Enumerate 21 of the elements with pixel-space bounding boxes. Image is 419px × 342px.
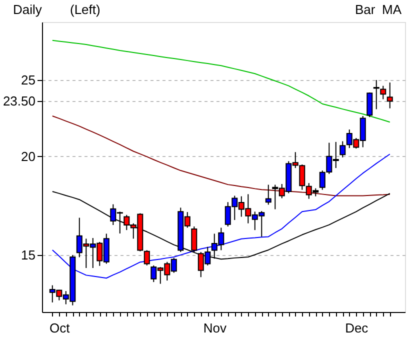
line-series xyxy=(52,40,390,123)
text: MA xyxy=(382,2,402,17)
candlestick xyxy=(144,250,150,266)
y-tick-label: 20 xyxy=(21,148,36,164)
y-tick-label: 23.50 xyxy=(2,94,36,109)
x-tick-label: Oct xyxy=(50,320,70,336)
line-series xyxy=(52,115,390,196)
candlestick xyxy=(340,140,346,158)
text: (Left) xyxy=(70,2,100,17)
y-tick-label: 25 xyxy=(21,72,36,88)
x-tick-label: Dec xyxy=(345,320,369,336)
candlestick xyxy=(366,92,373,118)
x-tick-label: Nov xyxy=(203,320,227,336)
text: Bar xyxy=(355,2,376,17)
candlestick xyxy=(373,80,380,110)
candlestick xyxy=(386,82,393,109)
candlestick xyxy=(265,184,272,206)
text: Daily xyxy=(13,2,42,17)
candlestick xyxy=(191,226,198,252)
y-tick-label: 15 xyxy=(21,247,36,262)
candlestick xyxy=(380,85,386,100)
